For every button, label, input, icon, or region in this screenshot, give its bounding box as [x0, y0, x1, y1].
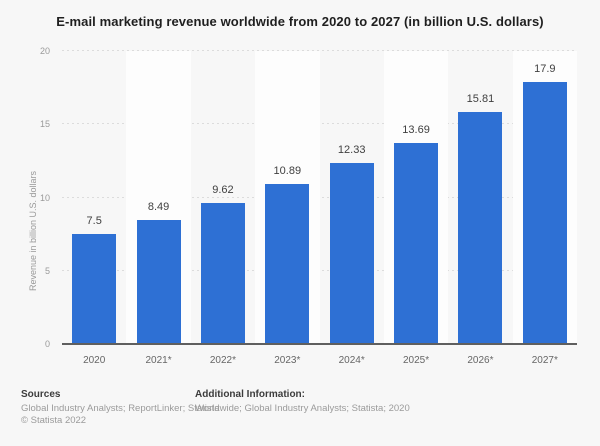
bar-value-label: 10.89	[273, 165, 302, 178]
bar	[329, 163, 374, 344]
bar-column-2026*: 15.81 2026*	[448, 51, 512, 366]
bar-column-2020: 7.5 2020	[62, 51, 126, 366]
bar	[522, 81, 567, 344]
additional-info-text: Worldwide; Global Industry Analysts; Sta…	[195, 403, 410, 414]
x-axis-line	[62, 343, 577, 345]
sources-text: Global Industry Analysts; ReportLinker; …	[21, 403, 220, 414]
x-axis-label: 2025*	[402, 355, 430, 366]
bar-value-label: 8.49	[147, 200, 170, 213]
y-tick-label-20: 20	[39, 46, 50, 56]
copyright-text: © Statista 2022	[21, 415, 87, 426]
x-axis-label: 2026*	[467, 355, 494, 366]
additional-info-block: Additional Information: Worldwide; Globa…	[195, 389, 410, 415]
bar-column-2024*: 12.33 2024*	[320, 51, 384, 366]
bar	[72, 234, 117, 344]
x-axis-label: 2024*	[338, 355, 365, 366]
bar-column-2021*: 8.49 2021*	[126, 51, 191, 366]
x-axis-label: 2020	[83, 355, 106, 366]
plot-area: 7.5 2020 8.49 2021* 9.62 2022* 10.89 2023* 12.33…	[62, 50, 577, 366]
additional-info-label: Additional Information:	[195, 389, 305, 400]
gridline-10	[62, 196, 577, 198]
x-axis-label: 2023*	[274, 355, 301, 366]
bar-column-2022*: 9.62 2022*	[191, 51, 255, 366]
bar-column-2025*: 13.69 2025*	[383, 51, 449, 366]
bar-column-2023*: 10.89 2023*	[255, 51, 320, 366]
y-tick-label-5: 5	[44, 265, 50, 276]
x-axis-label: 2021*	[145, 355, 172, 366]
y-tick-label-0: 0	[44, 339, 50, 349]
bar-value-label: 7.5	[86, 215, 102, 228]
sources-block: Sources Global Industry Analysts; Report…	[21, 389, 220, 427]
bar-value-label: 13.69	[402, 124, 430, 137]
bar-value-label: 9.62	[212, 184, 234, 197]
gridline-20	[62, 50, 577, 51]
bar	[458, 112, 503, 344]
sources-label: Sources	[21, 389, 61, 400]
bar	[136, 219, 181, 344]
bar-value-label: 12.33	[337, 144, 366, 157]
y-tick-label-10: 10	[39, 192, 50, 203]
chart-title: E-mail marketing revenue worldwide from …	[56, 14, 544, 29]
chart-area: Revenue in billion U.S. dollars 7.5 2020 8…	[28, 46, 577, 366]
bar	[265, 184, 310, 344]
bar-value-label: 15.81	[466, 93, 495, 106]
bar-value-label: 17.9	[534, 62, 556, 75]
bar	[394, 143, 439, 344]
x-axis-label: 2027*	[531, 355, 558, 366]
gridline-15	[62, 123, 577, 125]
bar	[200, 203, 245, 344]
gridline-5	[62, 269, 577, 271]
bar-column-2027*: 17.9 2027*	[512, 51, 577, 366]
x-axis-label: 2022*	[209, 355, 236, 366]
y-tick-label-15: 15	[39, 119, 50, 130]
